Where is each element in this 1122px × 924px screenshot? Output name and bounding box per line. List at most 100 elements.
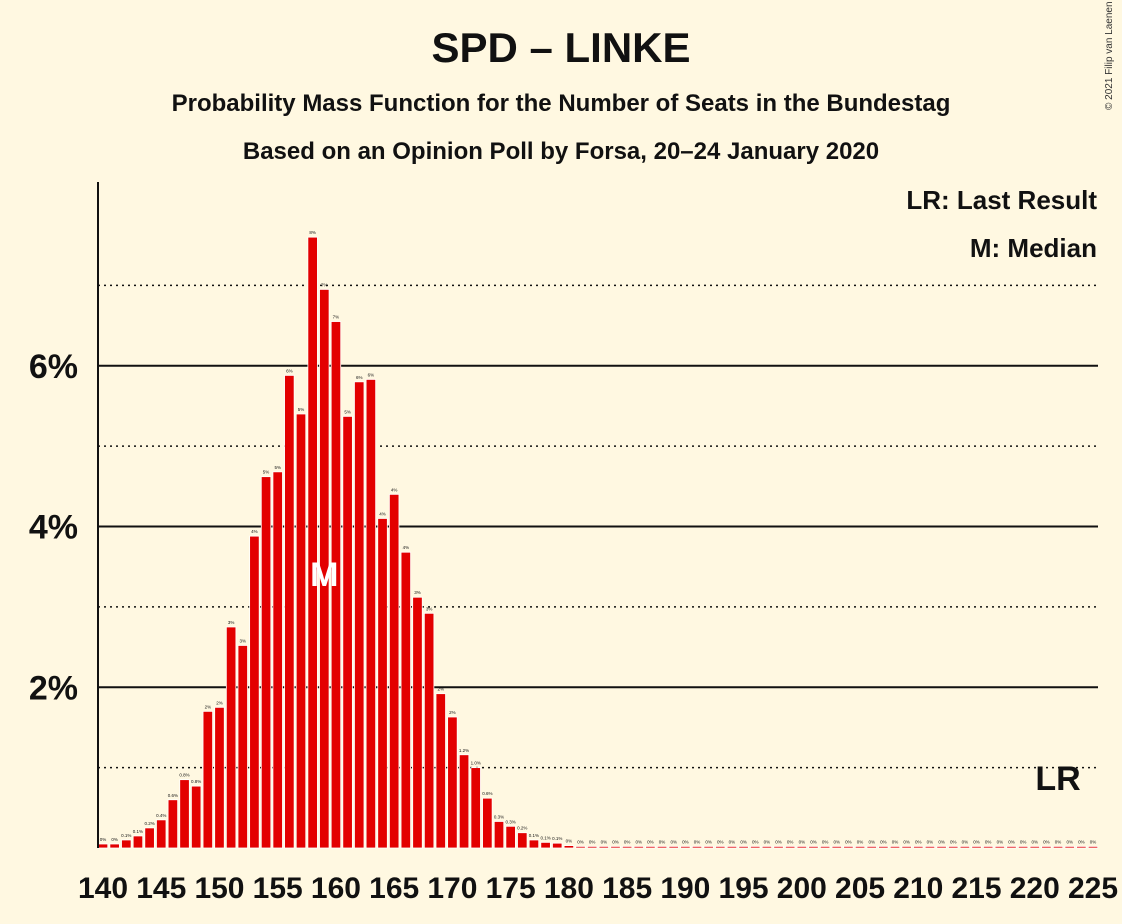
x-tick-220: 220 [1010,872,1060,905]
data-label-seat-170: 2% [449,710,456,715]
bar-seat-141 [109,843,120,849]
data-label-seat-174: 0.3% [494,814,504,819]
x-tick-160: 160 [311,872,361,905]
bar-seat-222 [1052,845,1064,849]
x-tick-205: 205 [835,872,885,905]
data-label-seat-190: 0% [682,839,689,844]
x-tick-150: 150 [194,872,244,905]
bar-seat-208 [889,845,901,849]
data-label-seat-224: 0% [1078,839,1085,844]
data-label-seat-179: 0.1% [552,836,562,841]
data-label-seat-152: 3% [240,638,247,643]
bar-seat-185 [621,845,633,849]
bar-seat-149 [202,710,213,849]
data-label-seat-151: 3% [228,620,235,625]
bar-seat-198 [773,845,784,849]
gridlines [98,284,1098,769]
bar-seat-194 [726,845,738,849]
bar-seat-142 [121,839,132,849]
data-label-seat-147: 0.8% [179,773,189,778]
bar-seat-192 [703,845,714,849]
bar-seat-166 [400,551,411,849]
data-label-seat-160: 7% [333,315,340,320]
data-label-seat-157: 5% [298,407,305,412]
data-label-seat-215: 0% [973,839,980,844]
data-label-seat-165: 4% [391,487,398,492]
data-label-seat-168: 3% [426,606,433,611]
data-label-seat-212: 0% [938,839,945,844]
data-label-seat-166: 4% [403,545,410,550]
data-label-seat-184: 0% [612,839,619,844]
bar-seat-175 [505,825,516,849]
x-tick-215: 215 [951,872,1001,905]
x-tick-200: 200 [777,872,827,905]
data-label-seat-153: 4% [251,529,258,534]
bar-seat-184 [610,845,621,849]
x-tick-175: 175 [486,872,536,905]
data-label-seat-171: 1.2% [459,748,469,753]
bar-seat-218 [1006,845,1017,849]
x-tick-140: 140 [78,872,128,905]
data-label-seat-181: 0% [577,839,584,844]
bar-seat-150 [214,706,225,849]
data-label-seat-214: 0% [962,839,969,844]
x-tick-165: 165 [369,872,419,905]
bar-seat-225 [1087,845,1099,849]
data-label-seat-196: 0% [752,839,759,844]
data-label-seat-197: 0% [764,839,771,844]
data-label-seat-176: 0.2% [517,826,527,831]
bar-seat-148 [191,785,202,849]
data-label-seat-205: 0% [857,839,864,844]
x-tick-195: 195 [719,872,769,905]
x-tick-170: 170 [427,872,477,905]
data-label-seat-142: 0.1% [121,833,131,838]
data-label-seat-195: 0% [740,839,747,844]
bar-seat-206 [866,845,877,849]
x-tick-labels: 140 145 150 155 160 165 170 175 180 185 190 195 200 2… [78,872,1118,905]
data-label-seat-144: 0.2% [144,821,154,826]
data-label-seat-183: 0% [601,839,608,844]
data-label-seat-199: 0% [787,839,794,844]
data-label-seat-194: 0% [729,839,736,844]
data-label-seat-182: 0% [589,839,596,844]
data-label-seat-162: 6% [356,375,363,380]
bar-seat-157 [295,413,307,849]
bar-seat-224 [1076,845,1087,849]
bar-seat-182 [587,845,598,849]
bar-seat-213 [948,845,959,849]
data-label-seat-218: 0% [1008,839,1015,844]
bar-seat-197 [761,845,773,849]
bar-seat-207 [878,845,889,849]
bar-seat-144 [144,827,155,849]
bar-seat-172 [470,767,481,849]
bar-seat-190 [680,845,691,849]
data-label-seat-178: 0.1% [540,835,550,840]
bar-seat-155 [272,471,283,849]
bar-seat-143 [132,835,144,849]
data-label-seat-188: 0% [659,839,666,844]
bar-seat-145 [156,819,167,849]
data-label-seat-145: 0.4% [156,813,166,818]
data-label-seat-202: 0% [822,839,829,844]
y-tick-6%: 6% [29,348,78,386]
bar-seat-170 [447,716,458,849]
data-label-seat-186: 0% [636,839,643,844]
data-label-seat-156: 6% [286,368,293,373]
bar-seat-191 [691,845,703,849]
data-label-seat-193: 0% [717,839,724,844]
bar-seat-154 [260,476,272,849]
data-label-seat-223: 0% [1066,839,1073,844]
bar-seat-203 [831,845,842,849]
bar-seat-181 [575,845,586,849]
last-result-marker: LR [1035,760,1080,798]
bar-seat-179 [552,842,563,849]
data-label-seat-164: 4% [379,511,386,516]
data-label-seat-213: 0% [950,839,957,844]
data-label-seat-208: 0% [892,839,899,844]
x-tick-210: 210 [893,872,943,905]
data-label-seat-201: 0% [810,839,817,844]
bar-seat-158 [307,236,318,849]
bar-seat-160 [330,321,342,849]
data-label-seat-140: 0% [100,837,107,842]
chart-subtitle-poll: Based on an Opinion Poll by Forsa, 20–24… [242,138,880,165]
